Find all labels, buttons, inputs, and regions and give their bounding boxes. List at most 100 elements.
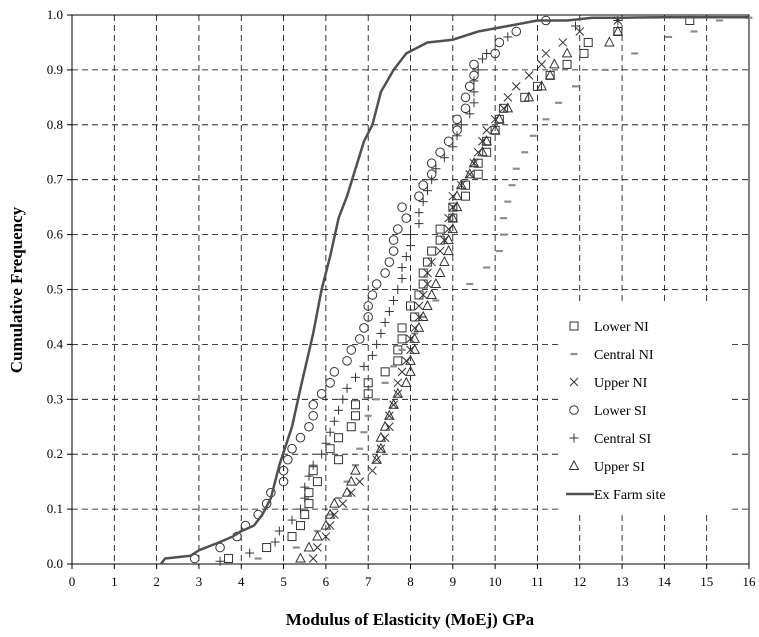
central-si-point xyxy=(439,153,449,163)
y-tick-label: 0.8 xyxy=(47,117,63,132)
x-tick-label: 0 xyxy=(69,574,76,589)
upper-ni-point xyxy=(372,455,382,465)
lower-si-point xyxy=(304,421,314,432)
upper-si-point xyxy=(544,69,556,80)
upper-ni-point xyxy=(308,554,318,563)
central-si-point xyxy=(473,65,483,75)
lower-si-point xyxy=(388,246,399,256)
upper-ni-point xyxy=(384,411,394,421)
lower-si-point xyxy=(329,367,340,377)
central-si-point xyxy=(359,361,369,371)
upper-si-point xyxy=(312,530,323,541)
upper-si-point xyxy=(434,266,446,278)
upper-si-point xyxy=(455,179,467,190)
lower-ni-point xyxy=(422,257,432,267)
upper-si-point xyxy=(536,80,547,91)
x-tick-label: 13 xyxy=(616,574,629,589)
lower-si-point xyxy=(295,432,306,443)
lower-si-point xyxy=(452,114,462,125)
upper-ni-point xyxy=(456,180,466,190)
central-si-point xyxy=(329,416,339,426)
upper-ni-point xyxy=(397,367,407,377)
lower-si-point xyxy=(308,399,318,410)
central-si-point xyxy=(338,394,348,404)
central-si-point xyxy=(350,372,360,382)
upper-si-point xyxy=(409,343,421,354)
upper-ni-point xyxy=(313,543,322,552)
upper-si-point xyxy=(384,409,395,420)
central-si-point xyxy=(469,98,479,108)
central-si-point xyxy=(245,548,255,558)
central-si-point xyxy=(418,197,428,207)
lower-ni-point xyxy=(579,48,589,58)
y-tick-label: 0.3 xyxy=(47,391,63,406)
y-tick-label: 0.7 xyxy=(47,172,64,187)
central-si-point xyxy=(389,295,399,305)
lower-ni-point xyxy=(418,268,428,278)
lower-ni-point xyxy=(397,323,407,333)
central-si-point xyxy=(376,328,386,338)
lower-ni-point xyxy=(414,290,424,300)
upper-si-point xyxy=(422,299,433,310)
y-tick-label: 0.9 xyxy=(47,62,63,77)
lower-si-point xyxy=(342,356,352,366)
central-si-point xyxy=(304,471,314,481)
y-tick-label: 0.5 xyxy=(47,282,63,297)
series-ex-farm-site xyxy=(159,15,749,565)
legend-marker-lower-si xyxy=(569,405,579,415)
legend-label-central-ni: Central NI xyxy=(594,348,654,363)
upper-si-point xyxy=(468,157,480,168)
central-si-point xyxy=(215,556,225,566)
lower-ni-point xyxy=(325,444,335,454)
upper-ni-point xyxy=(524,71,534,80)
lower-ni-point xyxy=(287,532,297,542)
x-tick-label: 15 xyxy=(700,574,713,589)
lower-ni-point xyxy=(393,356,403,366)
y-tick-labels: 0.0 0.1 0.2 0.3 0.4 0.5 0.6 0.7 0.8 0.9 1.0 xyxy=(47,7,72,571)
lower-ni-point xyxy=(350,400,360,410)
lower-si-point xyxy=(380,268,390,278)
central-si-point xyxy=(414,208,424,218)
lower-si-point xyxy=(401,213,412,223)
upper-ni-point xyxy=(427,257,437,267)
lower-si-point xyxy=(511,26,522,37)
central-si-point xyxy=(465,109,475,119)
y-tick-label: 0.2 xyxy=(47,446,63,461)
lower-si-point xyxy=(359,323,369,333)
upper-ni-point xyxy=(338,499,348,508)
series-central-si xyxy=(215,15,623,566)
central-si-point xyxy=(334,405,344,415)
x-tick-label: 3 xyxy=(196,574,203,589)
upper-ni-point xyxy=(418,290,428,300)
upper-si-point xyxy=(489,124,501,135)
upper-si-point xyxy=(345,475,357,486)
legend-marker-upper-ni xyxy=(569,377,579,387)
legend-marker-central-si xyxy=(569,433,579,443)
upper-si-point xyxy=(464,168,476,179)
upper-ni-point xyxy=(423,279,432,289)
upper-si-point xyxy=(329,497,340,508)
upper-si-point xyxy=(451,190,463,201)
lower-ni-point xyxy=(363,389,373,399)
central-si-point xyxy=(325,427,335,437)
x-tick-label: 9 xyxy=(450,574,457,589)
upper-si-point xyxy=(502,102,514,113)
upper-ni-point xyxy=(423,268,432,278)
upper-ni-point xyxy=(537,60,547,69)
upper-si-point xyxy=(549,58,560,69)
lower-ni-point xyxy=(350,411,360,421)
lower-ni-point xyxy=(583,37,593,47)
upper-ni-point xyxy=(368,466,377,476)
lower-si-point xyxy=(469,59,479,70)
legend-label-upper-si: Upper SI xyxy=(594,460,645,475)
lower-ni-point xyxy=(461,191,471,201)
central-si-point xyxy=(422,186,432,196)
lower-ni-point xyxy=(334,433,344,443)
upper-si-point xyxy=(523,91,535,102)
central-si-point xyxy=(300,482,310,492)
lower-ni-point xyxy=(380,367,390,377)
central-si-point xyxy=(427,175,437,185)
y-tick-label: 0.6 xyxy=(47,227,64,242)
x-tick-label: 4 xyxy=(238,574,245,589)
upper-si-point xyxy=(447,223,459,234)
